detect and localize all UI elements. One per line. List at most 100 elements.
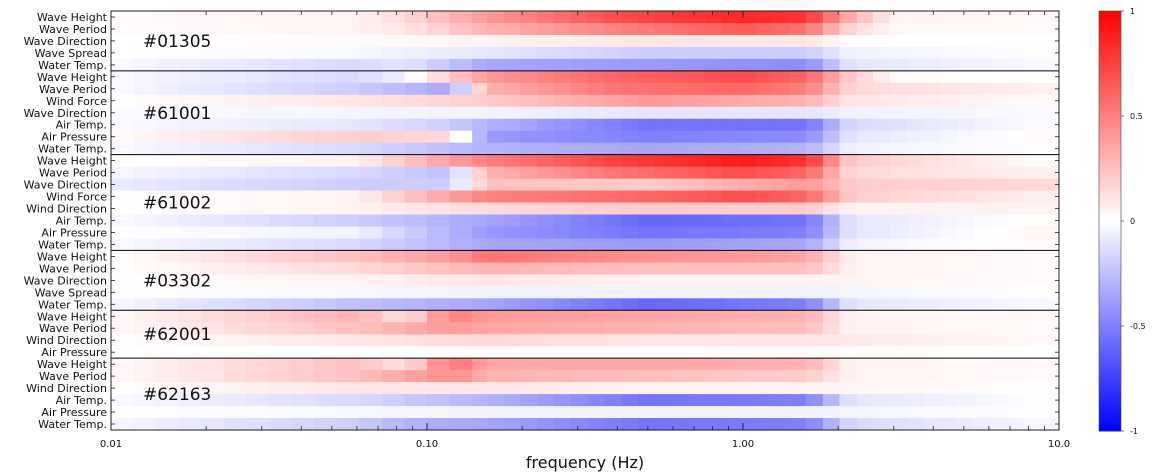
heatmap-cell: [520, 358, 538, 371]
heatmap-cell: [890, 286, 908, 299]
heatmap-cell: [359, 118, 383, 132]
heatmap-cell: [268, 382, 293, 395]
heatmap-cell: [587, 190, 605, 204]
heatmap-cell: [974, 82, 992, 96]
heatmap-cell: [621, 322, 639, 335]
heatmap-cell: [688, 226, 706, 240]
colorbar-segment: [1099, 312, 1121, 316]
heatmap-cell: [201, 334, 225, 347]
heatmap-cell: [621, 334, 639, 347]
heatmap-cell: [336, 154, 360, 168]
heatmap-cell: [201, 118, 225, 132]
heatmap-cell: [472, 154, 488, 168]
heatmap-cell: [789, 70, 807, 84]
heatmap-cell: [487, 274, 505, 287]
heatmap-cell: [427, 346, 451, 359]
heatmap-cell: [604, 394, 622, 407]
heatmap-cell: [671, 154, 690, 168]
heatmap-cell: [553, 142, 572, 156]
heatmap-cell: [637, 322, 656, 335]
heatmap-cell: [839, 130, 858, 144]
heatmap-cell: [404, 418, 428, 431]
heatmap-cell: [336, 82, 360, 96]
heatmap-cell: [570, 370, 589, 383]
heatmap-cell: [890, 190, 908, 204]
heatmap-cell: [291, 334, 315, 347]
heatmap-cell: [688, 346, 706, 359]
heatmap-cell: [604, 154, 622, 168]
heatmap-cell: [503, 286, 521, 299]
heatmap-cell: [449, 334, 473, 347]
heatmap-cell: [336, 22, 360, 36]
heatmap-cell: [671, 190, 690, 204]
heatmap-cell: [449, 370, 473, 383]
heatmap-cell: [472, 82, 488, 96]
heatmap-cell: [772, 106, 790, 120]
heatmap-cell: [111, 178, 135, 192]
heatmap-cell: [637, 94, 656, 108]
heatmap-cell: [156, 274, 180, 287]
heatmap-cell: [359, 334, 383, 347]
heatmap-cell: [671, 394, 690, 407]
heatmap-cell: [224, 46, 247, 60]
colorbar-segment: [1099, 53, 1121, 57]
heatmap-cell: [537, 226, 555, 240]
heatmap-cell: [805, 70, 824, 84]
heatmap-cell: [990, 118, 1009, 132]
heatmap-cell: [772, 166, 790, 180]
heatmap-cell: [621, 286, 639, 299]
heatmap-cell: [503, 250, 521, 263]
heatmap-cell: [805, 358, 824, 371]
heatmap-cell: [756, 22, 774, 36]
row-label: Wave Height: [37, 155, 108, 168]
heatmap-cell: [772, 238, 790, 252]
heatmap-cell: [671, 130, 690, 144]
heatmap-cell: [246, 346, 270, 359]
heatmap-cell: [537, 274, 555, 287]
heatmap-cell: [923, 370, 942, 383]
heatmap-cell: [156, 262, 180, 275]
station-label: #03302: [143, 271, 211, 291]
heatmap-cell: [553, 82, 572, 96]
heatmap-cell: [359, 22, 383, 36]
heatmap-cell: [873, 226, 891, 240]
heatmap-cell: [621, 142, 639, 156]
colorbar-segment: [1099, 137, 1121, 141]
heatmap-cell: [805, 214, 824, 228]
heatmap-cell: [621, 370, 639, 383]
heatmap-cell: [449, 310, 473, 323]
heatmap-cell: [246, 238, 270, 252]
heatmap-cell: [839, 298, 858, 311]
row-label: Wave Height: [37, 71, 108, 84]
heatmap-cell: [587, 370, 605, 383]
heatmap-cell: [553, 406, 572, 419]
heatmap-cell: [1024, 250, 1060, 263]
heatmap-cell: [201, 298, 225, 311]
heatmap-cell: [336, 334, 360, 347]
heatmap-cell: [856, 214, 874, 228]
heatmap-cell: [621, 166, 639, 180]
colorbar-segment: [1099, 385, 1121, 390]
heatmap-cell: [738, 370, 757, 383]
heatmap-cell: [738, 334, 757, 347]
heatmap-cell: [721, 346, 740, 359]
heatmap-cell: [246, 322, 270, 335]
heatmap-cell: [291, 322, 315, 335]
heatmap-cell: [404, 82, 428, 96]
heatmap-cell: [111, 298, 135, 311]
heatmap-cell: [156, 22, 180, 36]
heatmap-cell: [688, 58, 706, 72]
heatmap-cell: [427, 370, 451, 383]
heatmap-cell: [487, 406, 505, 419]
heatmap-cell: [224, 34, 247, 48]
heatmap-cell: [906, 346, 925, 359]
heatmap-cell: [570, 334, 589, 347]
heatmap-cell: [404, 214, 428, 228]
heatmap-cell: [427, 154, 451, 168]
heatmap-cell: [705, 310, 723, 323]
heatmap-cell: [974, 46, 992, 60]
heatmap-cell: [789, 418, 807, 431]
heatmap-cell: [314, 262, 338, 275]
heatmap-cell: [671, 226, 690, 240]
heatmap-cell: [268, 406, 293, 419]
